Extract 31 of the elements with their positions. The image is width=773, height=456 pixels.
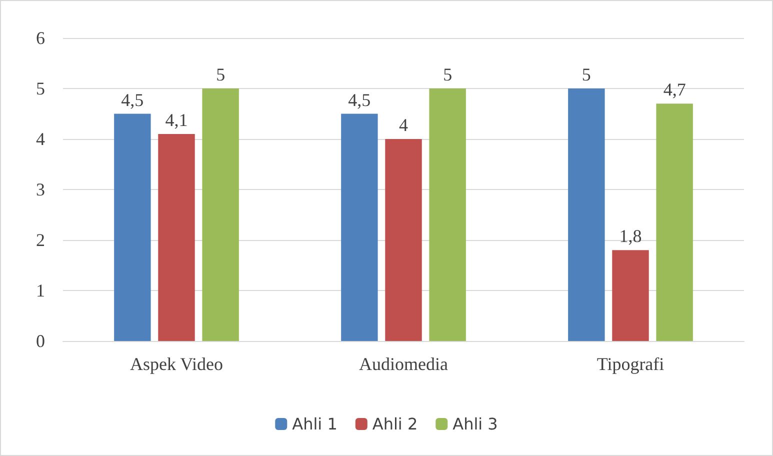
y-tick-label: 1	[36, 280, 45, 300]
bar	[158, 134, 195, 341]
y-tick-label: 6	[36, 28, 45, 48]
bar	[568, 88, 605, 341]
y-tick-label: 5	[36, 78, 45, 98]
bar	[114, 114, 151, 341]
y-tick-label: 3	[36, 180, 45, 200]
data-label: 5	[443, 64, 452, 84]
legend-label: Ahli 1	[292, 414, 338, 434]
bar	[429, 88, 466, 341]
data-label: 5	[582, 64, 591, 84]
bar	[341, 114, 378, 341]
data-label: 4,5	[121, 90, 144, 110]
data-label: 4	[399, 115, 408, 135]
x-tick-label: Aspek Video	[130, 354, 224, 374]
data-label: 4,1	[165, 110, 188, 130]
legend-label: Ahli 3	[452, 414, 498, 434]
bar	[202, 88, 239, 341]
data-label: 1,8	[619, 226, 642, 246]
legend-label: Ahli 2	[372, 414, 418, 434]
data-label: 4,5	[348, 90, 371, 110]
bar	[612, 250, 649, 341]
y-tick-label: 4	[36, 129, 45, 149]
y-tick-label: 0	[36, 331, 45, 351]
x-tick-label: Tipografi	[596, 354, 664, 374]
bar	[385, 139, 422, 341]
bar	[656, 104, 693, 341]
x-tick-label: Audiomedia	[359, 354, 448, 374]
data-label: 4,7	[663, 80, 686, 100]
y-tick-label: 2	[36, 230, 45, 250]
data-label: 5	[216, 64, 226, 84]
